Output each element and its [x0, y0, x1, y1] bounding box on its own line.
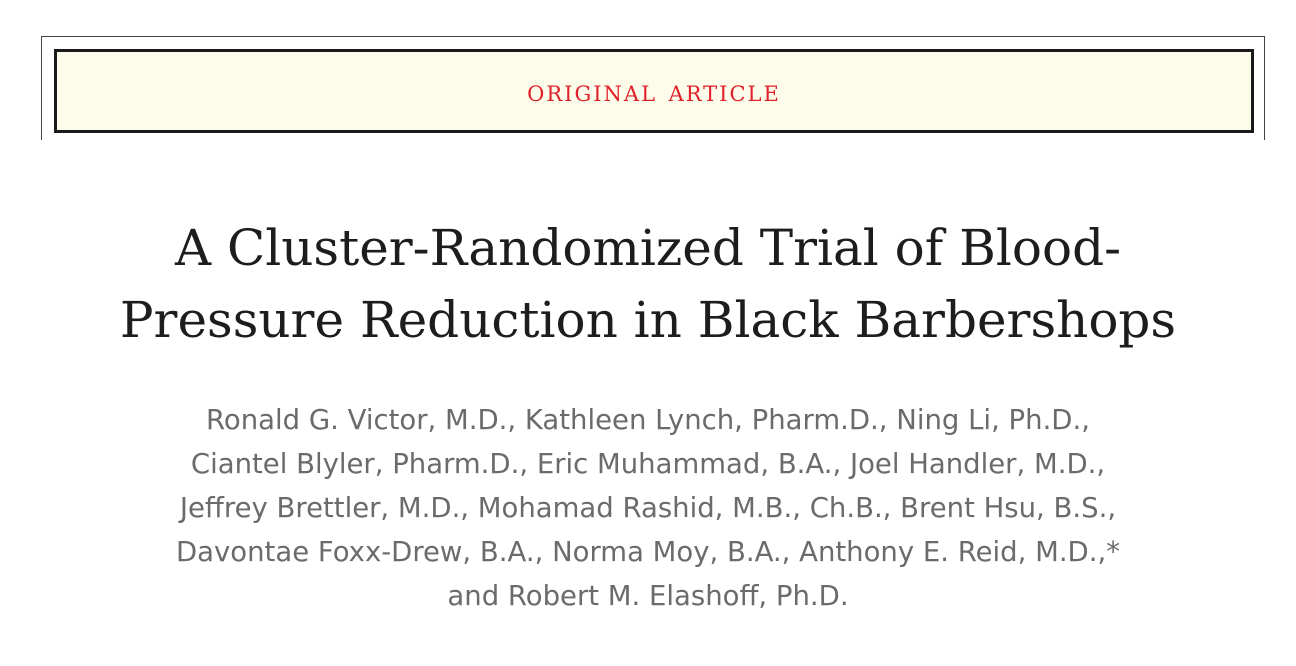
author-line: Ronald G. Victor, M.D., Kathleen Lynch, … — [206, 404, 1090, 436]
article-type-banner: ORIGINAL ARTICLE — [54, 49, 1254, 133]
author-line: Ciantel Blyler, Pharm.D., Eric Muhammad,… — [190, 448, 1106, 480]
article-title-line: Pressure Reduction in Black Barbershops — [119, 291, 1177, 349]
article-title-line: A Cluster-Randomized Trial of Blood- — [174, 219, 1122, 277]
article-type-label: ORIGINAL ARTICLE — [527, 73, 781, 109]
author-line: Davontae Foxx-Drew, B.A., Norma Moy, B.A… — [176, 536, 1120, 568]
author-line: and Robert M. Elashoff, Ph.D. — [447, 580, 849, 612]
article-header-frame — [41, 36, 1265, 140]
author-list: Ronald G. Victor, M.D., Kathleen Lynch, … — [90, 398, 1206, 618]
article-title: A Cluster-Randomized Trial of Blood- Pre… — [60, 212, 1236, 356]
author-line: Jeffrey Brettler, M.D., Mohamad Rashid, … — [179, 492, 1117, 524]
